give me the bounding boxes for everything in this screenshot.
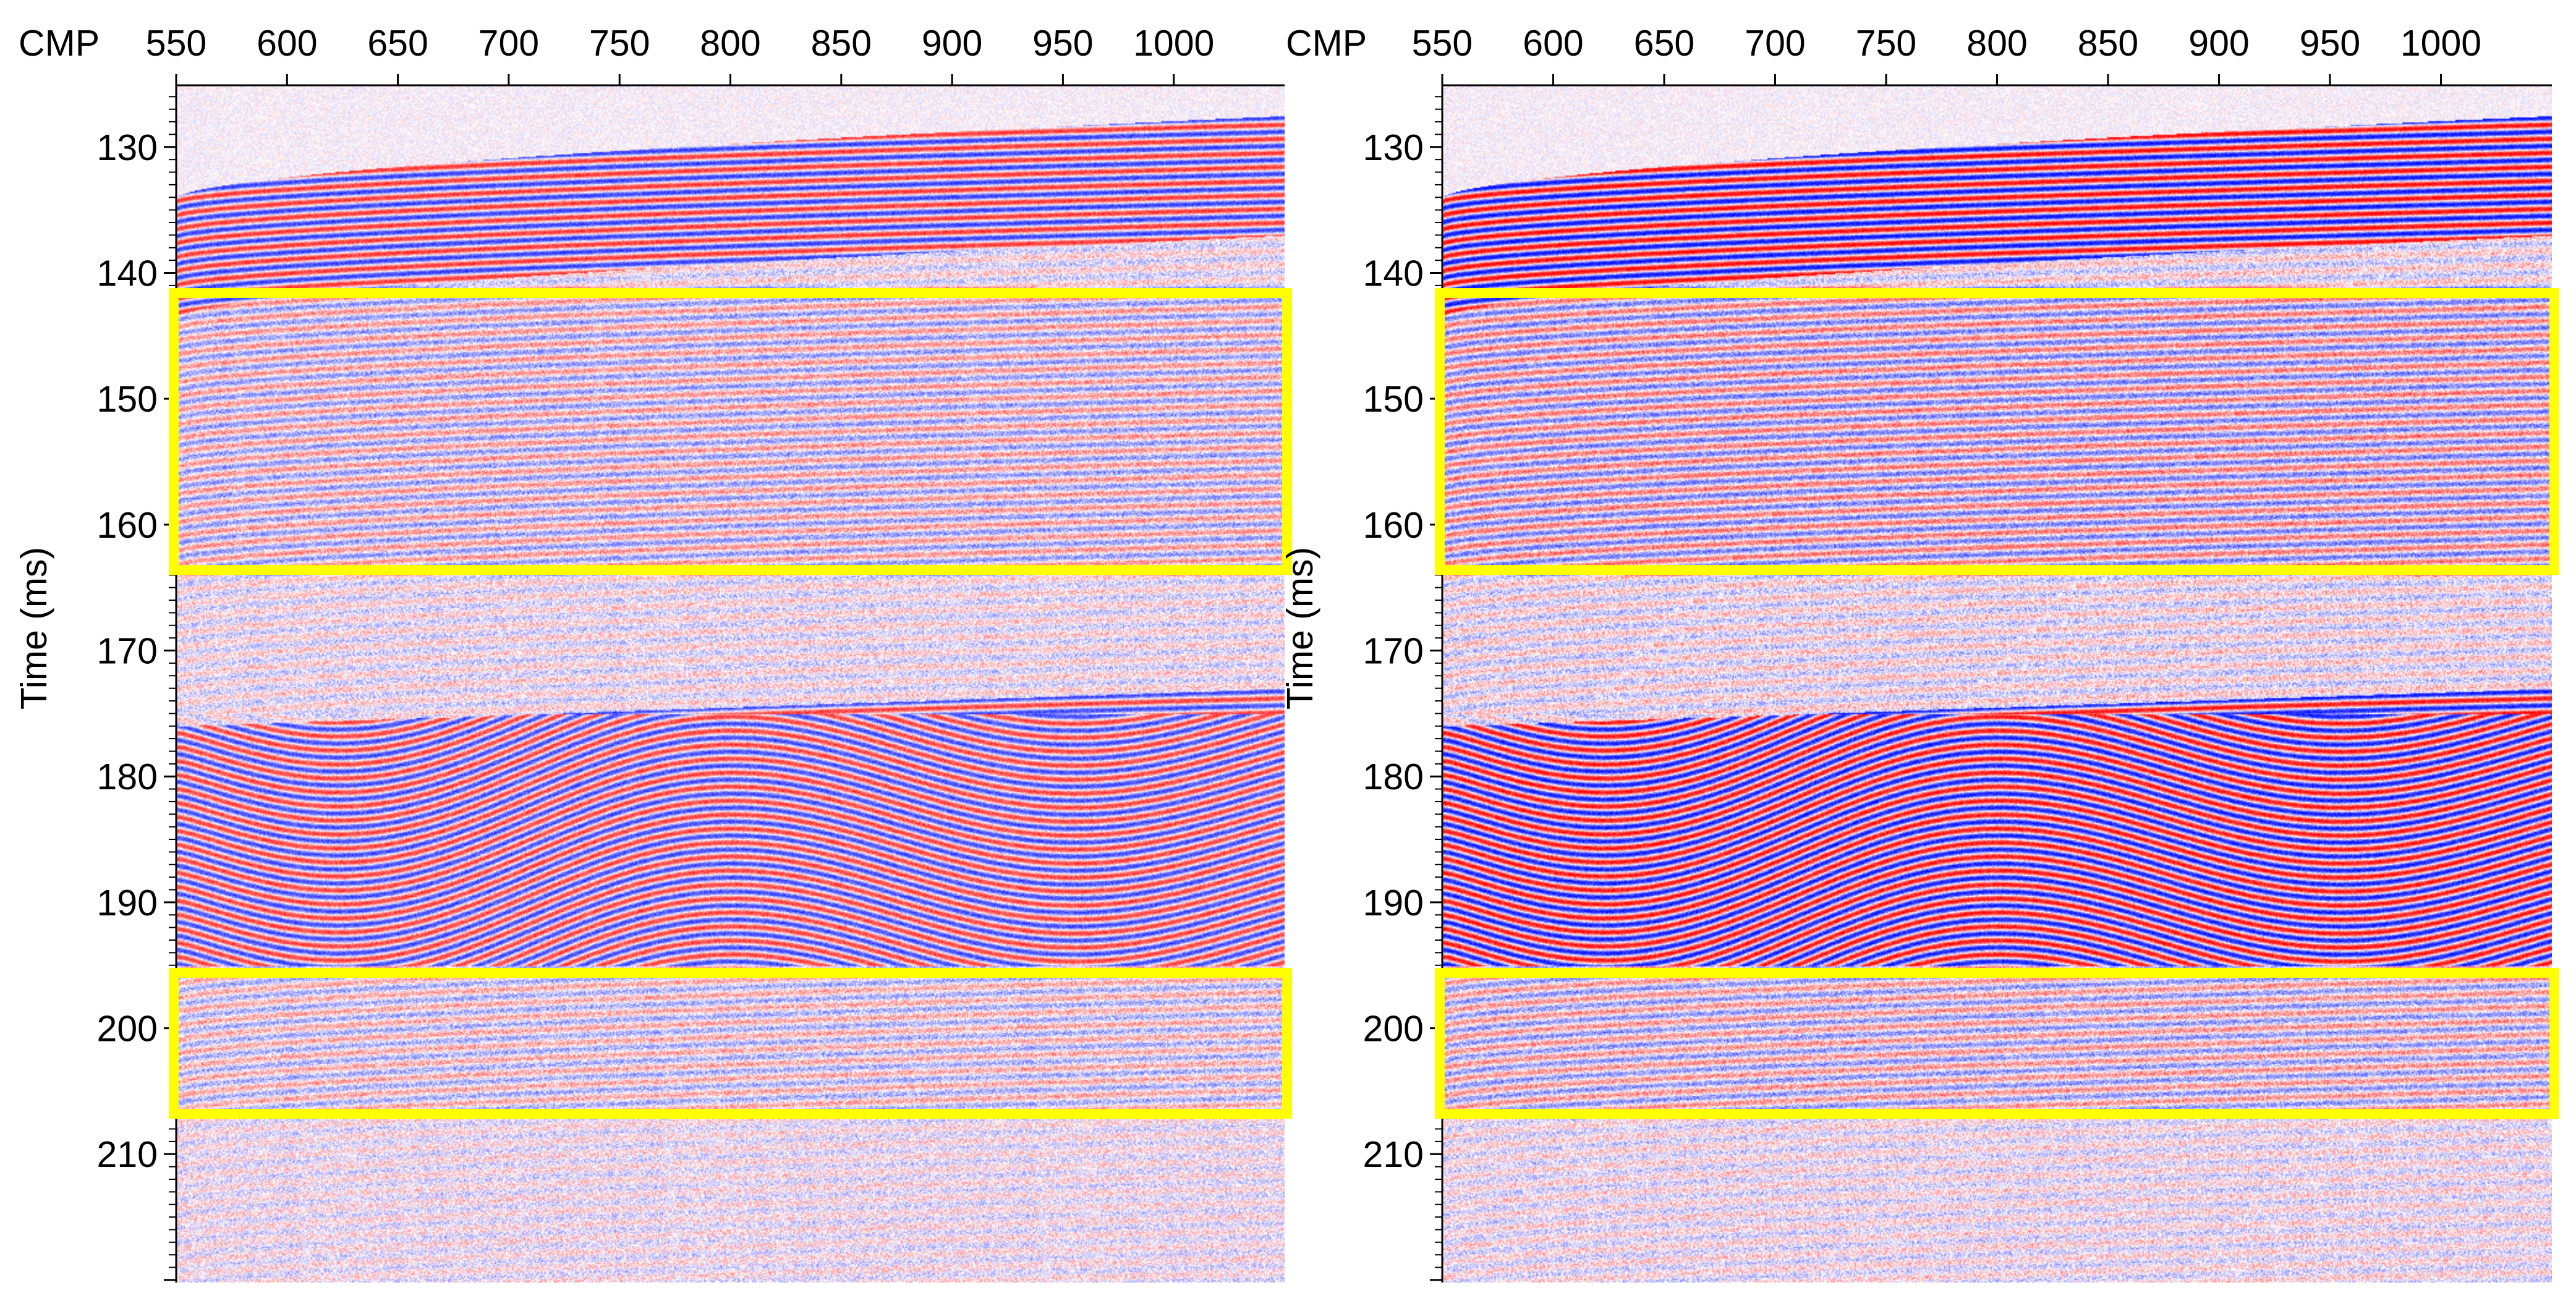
x-tick-label: 750 xyxy=(1856,23,1916,64)
y-tick-label: 130 xyxy=(1363,127,1424,168)
seismic-panel-left: 550 600 650 700 750 800 850 900 950 1000 CMP 130 140… xyxy=(14,23,1292,1283)
y-tick-label: 170 xyxy=(97,631,158,672)
x-tick-label: 850 xyxy=(811,23,872,64)
y-tick-label: 160 xyxy=(97,505,158,546)
y-tick-label: 210 xyxy=(97,1134,158,1175)
highlight-box-lower xyxy=(1435,967,2559,1119)
x-tick-label: 1000 xyxy=(2400,23,2481,64)
y-axis-label: Time (ms) xyxy=(1280,547,1320,710)
y-tick-label: 170 xyxy=(1363,631,1424,672)
y-tick-label: 130 xyxy=(97,127,158,168)
highlight-box-upper xyxy=(169,288,1292,575)
x-tick-label: 600 xyxy=(257,23,317,64)
x-tick-label: 700 xyxy=(478,23,539,64)
y-tick-label: 160 xyxy=(1363,505,1424,546)
seismic-image xyxy=(176,85,1285,1283)
x-tick-label: 800 xyxy=(1966,23,2027,64)
x-tick-label: 550 xyxy=(146,23,206,64)
y-tick-label: 180 xyxy=(1363,757,1424,797)
seismic-section-canvas xyxy=(176,85,1285,1283)
y-tick-label: 140 xyxy=(1363,253,1424,294)
x-axis-label: CMP xyxy=(1286,23,1367,64)
x-tick-label: 850 xyxy=(2078,23,2138,64)
x-tick-label: 700 xyxy=(1745,23,1805,64)
y-axis-label: Time (ms) xyxy=(14,547,54,710)
y-tick-label: 190 xyxy=(1363,883,1424,923)
x-tick-label: 950 xyxy=(1032,23,1093,64)
x-tick-label: 950 xyxy=(2300,23,2360,64)
y-tick-label: 180 xyxy=(97,757,158,797)
x-tick-label: 750 xyxy=(589,23,650,64)
y-tick-label: 200 xyxy=(97,1009,158,1049)
y-tick-label: 190 xyxy=(97,883,158,923)
x-tick-label: 600 xyxy=(1523,23,1583,64)
x-tick-label: 1000 xyxy=(1133,23,1214,64)
highlight-box-upper xyxy=(1435,288,2559,575)
x-tick-label: 550 xyxy=(1412,23,1473,64)
x-tick-label: 800 xyxy=(700,23,760,64)
y-tick-label: 140 xyxy=(97,253,158,294)
x-tick-label: 900 xyxy=(2188,23,2249,64)
x-axis-label: CMP xyxy=(19,23,100,64)
x-tick-label: 650 xyxy=(367,23,428,64)
highlight-box-lower xyxy=(169,967,1292,1119)
y-tick-label: 210 xyxy=(1363,1134,1424,1175)
x-tick-label: 900 xyxy=(922,23,982,64)
seismic-section-canvas xyxy=(1442,85,2552,1283)
seismic-panel-right: 550 600 650 700 750 800 850 900 950 1000 CMP 130 140… xyxy=(1280,23,2559,1283)
x-tick-label: 650 xyxy=(1634,23,1694,64)
y-tick-label: 150 xyxy=(97,379,158,420)
seismic-image xyxy=(1442,85,2552,1283)
y-tick-label: 200 xyxy=(1363,1009,1424,1049)
y-tick-label: 150 xyxy=(1363,379,1424,420)
